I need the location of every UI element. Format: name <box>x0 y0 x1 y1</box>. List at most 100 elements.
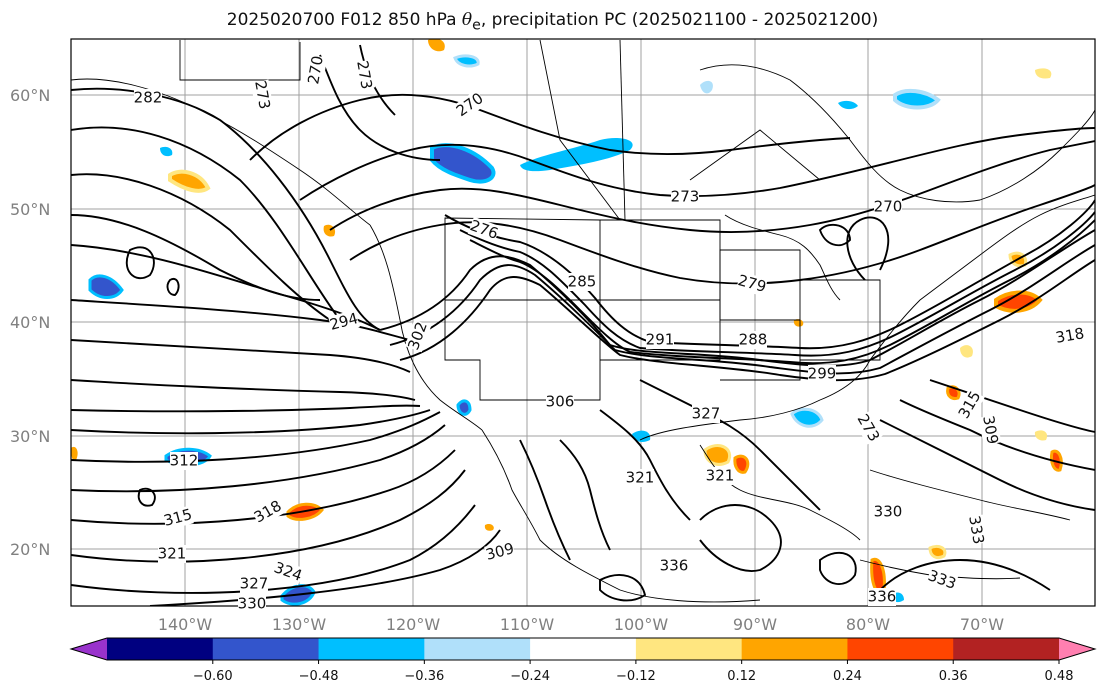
lat-label-40: 40°N <box>10 313 50 332</box>
contour-label-background <box>868 588 896 606</box>
longitude-labels: 140°W 130°W 120°W 110°W 100°W 90°W 80°W … <box>158 615 1004 634</box>
colorbar-tick-label: −0.48 <box>299 669 339 684</box>
colorbar-segment <box>424 638 531 660</box>
precip-shading <box>71 39 1063 606</box>
colorbar-segment <box>953 638 1060 660</box>
contour-label: 299 <box>808 365 837 383</box>
colorbar-segment <box>212 638 320 660</box>
contour-label-background <box>626 469 654 487</box>
colorbar-segment <box>847 638 954 660</box>
contour-label-background <box>467 216 501 244</box>
contour-label-background <box>404 319 432 353</box>
contour-label: 336 <box>868 588 897 606</box>
contour-label: 321 <box>626 469 655 487</box>
contour-label-background <box>736 271 768 297</box>
lon-label-100w: 100°W <box>614 615 669 634</box>
title-suffix: , precipitation PC (2025021100 - 2025021… <box>480 10 879 30</box>
colorbar-outline <box>69 637 1097 661</box>
contour-label-background <box>238 595 266 613</box>
colorbar-tick-label: 0.36 <box>939 669 968 684</box>
contour-label: 285 <box>568 273 597 291</box>
contour-label-background <box>1054 324 1086 348</box>
title-prefix: 2025020700 F012 850 hPa <box>226 10 462 30</box>
contour-label-background <box>484 539 516 565</box>
contour-label: 270 <box>304 54 327 85</box>
contour-label-background <box>170 452 198 470</box>
contour-label-background <box>925 566 959 594</box>
contour-label-background <box>853 411 883 445</box>
lon-label-70w: 70°W <box>960 615 1004 634</box>
lon-label-140w: 140°W <box>158 615 213 634</box>
contour-label-background <box>134 89 162 107</box>
contour-label: 333 <box>965 514 988 545</box>
contour-label-background <box>660 557 688 575</box>
colorbar-ticks: −0.60 −0.48 −0.36 −0.24 −0.12 0.12 0.24 0.36 0.4… <box>193 660 1074 684</box>
title-theta-symbol: θ <box>461 10 473 30</box>
contour-label: 330 <box>874 503 903 521</box>
contour-label: 306 <box>546 393 575 411</box>
contour-label: 273 <box>251 79 274 110</box>
contour-label-background <box>240 575 268 593</box>
contour-label-background <box>692 405 720 423</box>
lat-label-20: 20°N <box>10 540 50 559</box>
contour-label: 327 <box>240 575 269 593</box>
lon-label-90w: 90°W <box>733 615 777 634</box>
contour-label: 312 <box>170 452 199 470</box>
lon-label-110w: 110°W <box>500 615 555 634</box>
colorbar-tick-label: 0.12 <box>727 669 756 684</box>
lat-label-60: 60°N <box>10 86 50 105</box>
latitude-labels: 60°N 50°N 40°N 30°N 20°N <box>10 86 50 559</box>
contour-label: 309 <box>979 414 1002 445</box>
contour-label: 273 <box>353 59 376 90</box>
contour-label-background <box>546 393 574 411</box>
contour-label-background <box>304 54 328 86</box>
lat-label-30: 30°N <box>10 427 50 446</box>
contour-label: 291 <box>646 331 675 349</box>
colorbar-tick-label: −0.36 <box>404 669 444 684</box>
map-title: 2025020700 F012 850 hPa θe, precipitatio… <box>0 10 1105 33</box>
map-frame <box>70 38 1096 607</box>
colorbar-tick-label: −0.60 <box>193 669 233 684</box>
contour-label: 336 <box>660 557 689 575</box>
colorbar <box>69 637 1097 661</box>
contour-label-background <box>874 198 902 216</box>
contour-label: 327 <box>692 405 721 423</box>
contour-label-background <box>646 331 674 349</box>
lon-label-120w: 120°W <box>386 615 441 634</box>
contour-label-background <box>250 79 274 111</box>
contour-label-background <box>328 309 360 335</box>
colorbar-tick-label: −0.12 <box>616 669 656 684</box>
lon-label-130w: 130°W <box>272 615 327 634</box>
contour-label-background <box>964 514 988 546</box>
contour-label: 270 <box>874 198 903 216</box>
lon-label-80w: 80°W <box>846 615 890 634</box>
colorbar-extend-max <box>1059 638 1095 660</box>
theta-e-contours <box>71 44 1095 606</box>
contour-label-background <box>808 365 836 383</box>
contour-label: 288 <box>739 331 768 349</box>
colorbar-segment <box>107 638 214 660</box>
contour-label-background <box>874 503 902 521</box>
colorbar-tick-label: −0.24 <box>510 669 550 684</box>
colorbar-segment <box>318 638 425 660</box>
contour-label: 273 <box>671 188 700 206</box>
title-subscript: e <box>472 17 481 34</box>
contour-label: 321 <box>158 545 187 563</box>
colorbar-tick-label: 0.24 <box>833 669 862 684</box>
contour-label-background <box>158 545 186 563</box>
contour-label-background <box>251 497 285 527</box>
colorbar-extend-min <box>71 638 107 660</box>
contour-label-background <box>352 59 376 91</box>
contour-label-background <box>671 188 699 206</box>
contour-label: 330 <box>238 595 267 613</box>
map-content <box>71 39 1095 606</box>
contour-label-background <box>978 414 1002 446</box>
contour-label-background <box>568 273 596 291</box>
colorbar-tick-label: 0.48 <box>1045 669 1074 684</box>
colorbar-segment <box>635 638 743 660</box>
contour-label-background <box>453 89 487 121</box>
contour-label: 321 <box>706 467 735 485</box>
contour-label: 318 <box>1054 324 1085 347</box>
contour-label: 282 <box>134 89 163 107</box>
